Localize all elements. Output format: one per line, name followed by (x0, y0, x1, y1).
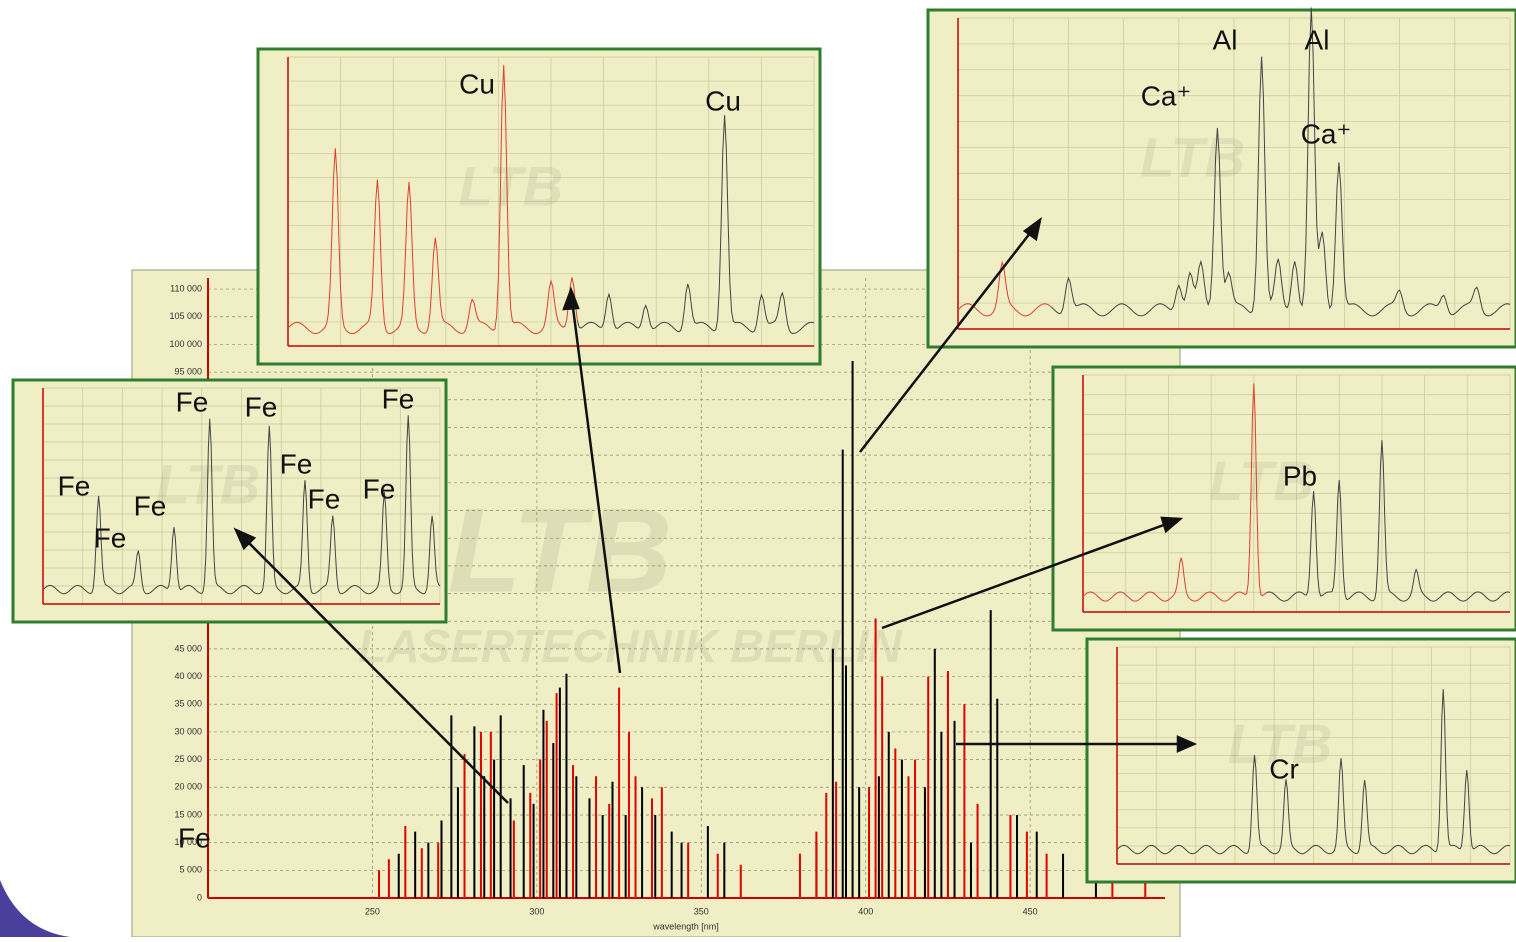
inset-curve (1266, 440, 1511, 602)
element-label: Fe (94, 522, 127, 553)
inset-curve (576, 115, 815, 335)
y-tick-label: 0 (197, 892, 202, 902)
arrow (859, 227, 1035, 453)
arrow (570, 299, 622, 674)
inset-curve (287, 64, 578, 335)
y-tick-label: 5 000 (179, 865, 202, 875)
inset-curve (1116, 689, 1511, 855)
arrowhead (1176, 735, 1198, 753)
arrow (241, 535, 509, 804)
y-tick-label: 40 000 (174, 671, 202, 681)
y-tick-label: 95 000 (174, 366, 202, 376)
inset-watermark: LTB (1209, 449, 1314, 512)
inset-bg (256, 47, 822, 366)
element-label: Al (1305, 24, 1330, 55)
element-label: Fe (176, 386, 209, 417)
y-tick-label: 110 000 (170, 283, 202, 293)
x-tick-label: 400 (858, 906, 873, 916)
arrow (881, 520, 1173, 630)
x-tick-label: 450 (1023, 906, 1038, 916)
inset-watermark: LTB (1140, 125, 1245, 188)
x-tick-label: 250 (365, 906, 380, 916)
element-label: Fe (245, 391, 278, 422)
inset-curve (1082, 383, 1267, 602)
y-tick-label: 15 000 (174, 809, 202, 819)
y-tick-label: 10 000 (174, 837, 202, 847)
inset-watermark: LTB (459, 155, 564, 218)
x-tick-label: 350 (694, 906, 709, 916)
y-tick-label: 45 000 (174, 643, 202, 653)
inset-bg (926, 8, 1516, 349)
element-label: Fe (134, 490, 167, 521)
element-label: Cu (705, 85, 741, 116)
y-tick-label: 35 000 (174, 699, 202, 709)
arrowhead (1022, 217, 1042, 242)
y-tick-label: 100 000 (169, 339, 202, 349)
inset-watermark: LTB (155, 453, 260, 516)
element-label: Cr (1269, 753, 1299, 784)
y-tick-label: 25 000 (174, 754, 202, 764)
watermark: LTB (448, 484, 672, 618)
element-label: Ca⁺ (1141, 80, 1192, 111)
inset: LTB Al Al Ca⁺ Ca⁺ (926, 7, 1516, 349)
element-label: Fe (308, 483, 341, 514)
element-label: Fe (363, 473, 396, 504)
inset-bg (1085, 637, 1516, 884)
annotation: Fe (178, 822, 211, 853)
arrowhead (1160, 516, 1184, 534)
element-label: Cu (459, 68, 495, 99)
x-tick-label: 300 (529, 906, 544, 916)
inset-curve (1051, 7, 1511, 317)
x-axis-title: wavelength [nm] (652, 921, 719, 931)
y-tick-label: 20 000 (174, 782, 202, 792)
y-tick-label: 105 000 (169, 311, 202, 321)
inset-curve (42, 415, 441, 595)
element-label: Pb (1283, 460, 1317, 491)
inset-bg (11, 378, 448, 624)
watermark: LASERTECHNIK BERLIN (358, 620, 902, 672)
element-label: Fe (382, 383, 415, 414)
arrowhead (233, 527, 257, 551)
inset-watermark: LTB (1228, 712, 1333, 775)
element-label: Al (1213, 24, 1238, 55)
inset: LTB Cu Cu (256, 47, 822, 366)
element-label: Ca⁺ (1301, 118, 1352, 149)
arrows (233, 217, 1198, 804)
element-label: Fe (280, 448, 313, 479)
corner-decoration (0, 880, 70, 937)
element-label: Fe (58, 470, 91, 501)
y-tick-label: 30 000 (174, 726, 202, 736)
arrowhead (562, 286, 580, 311)
inset-bg (1051, 365, 1516, 632)
